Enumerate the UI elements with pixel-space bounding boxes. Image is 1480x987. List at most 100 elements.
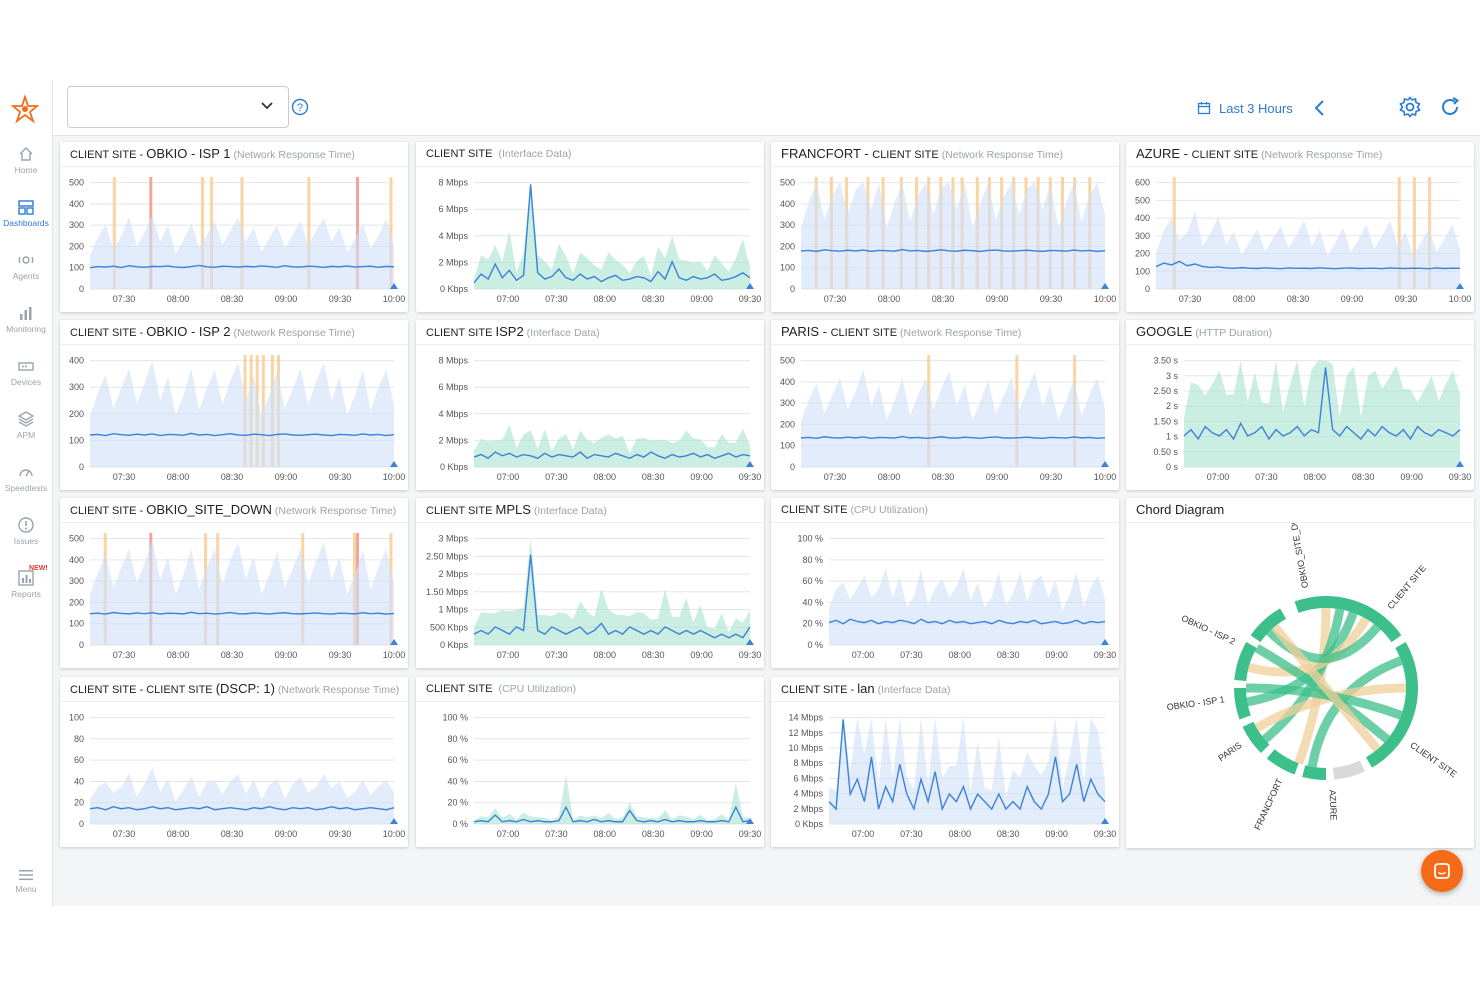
panel-title: AZURE - CLIENT SITE (Network Response Tim… bbox=[1126, 142, 1474, 167]
y-tick-label: 300 bbox=[69, 220, 84, 230]
chord-group-arc bbox=[1234, 642, 1257, 682]
chart-plot[interactable]: 0 100 200 300 400 500 07:30 08:00 08:30 09:00 09:3… bbox=[60, 167, 408, 311]
series-line bbox=[800, 435, 1106, 440]
chord-label: OBKIO - ISP 2 bbox=[1180, 613, 1237, 647]
chart-plot[interactable]: 0 100 200 300 400 07:30 08:00 08:30 09:00 09:30 10… bbox=[60, 345, 408, 489]
dashboard-panel[interactable]: CLIENT SITE (CPU Utilization) 0 % 20 % 40 % 6… bbox=[771, 498, 1119, 668]
y-tick-label: 0 s bbox=[1166, 462, 1179, 472]
chart-plot[interactable]: 0 Kbps 500 Kbps 1 Mbps 1.50 Mbps 2 Mbps 2.50 … bbox=[416, 523, 764, 667]
alert-band bbox=[307, 177, 311, 289]
chart-plot[interactable]: 0 % 20 % 40 % 60 % 80 % 100 % 07:00 07:30 08:00 0… bbox=[771, 523, 1119, 667]
y-tick-label: 200 bbox=[69, 241, 84, 251]
panel-title-metric: (Network Response Time) bbox=[233, 327, 355, 339]
dashboard-panel[interactable]: PARIS - CLIENT SITE (Network Response Tim… bbox=[771, 320, 1119, 490]
dashboard-panel[interactable]: Chord Diagram OBKIO_SITE_DOWN CLIENT SITE C… bbox=[1126, 498, 1474, 848]
chart-plot[interactable]: 0 Kbps 2 Mbps 4 Mbps 6 Mbps 8 Mbps 07:00 07:30… bbox=[416, 345, 764, 489]
dashboard-panel[interactable]: CLIENT SITE - OBKIO - ISP 2 (Network Resp… bbox=[60, 320, 408, 490]
sidebar-item-home[interactable]: Home bbox=[0, 145, 52, 195]
x-tick-label: 08:30 bbox=[997, 650, 1020, 660]
chord-group-arc bbox=[1266, 749, 1299, 775]
sidebar-item-apm[interactable]: APM bbox=[0, 410, 52, 460]
x-tick-label: 09:30 bbox=[1395, 294, 1418, 304]
x-tick-label: 08:30 bbox=[932, 472, 955, 482]
sidebar-item-menu[interactable]: Menu bbox=[0, 868, 52, 906]
series-line bbox=[89, 805, 395, 811]
dashboard-panel[interactable]: FRANCFORT - CLIENT SITE (Network Response… bbox=[771, 142, 1119, 312]
x-tick-label: 08:30 bbox=[642, 294, 665, 304]
y-tick-label: 3.50 s bbox=[1153, 356, 1178, 366]
sidebar-item-devices[interactable]: Devices bbox=[0, 357, 52, 407]
y-tick-label: 300 bbox=[1135, 231, 1150, 241]
panel-title-site: CLIENT SITE bbox=[781, 504, 848, 516]
sidebar-item-speedtests[interactable]: Speedtests bbox=[0, 463, 52, 513]
y-tick-label: 8 Mbps bbox=[438, 356, 468, 366]
dashboard-select[interactable] bbox=[67, 86, 289, 128]
sidebar-item-label: Devices bbox=[10, 377, 42, 387]
y-tick-label: 500 bbox=[780, 178, 795, 188]
agents-icon bbox=[18, 256, 34, 264]
time-range-control[interactable]: Last 3 Hours bbox=[1197, 98, 1327, 118]
chart-plot[interactable]: 0 Kbps 2 Mbps 4 Mbps 6 Mbps 8 Mbps 10 Mbps 12 … bbox=[771, 702, 1119, 846]
dashboard-panel[interactable]: GOOGLE (HTTP Duration) 0 s 0.50 s 1 s 1.50 s 2… bbox=[1126, 320, 1474, 490]
chart-plot[interactable]: 0 100 200 300 400 500 07:30 08:00 08:30 09:00 09:3… bbox=[771, 345, 1119, 489]
y-tick-label: 0 bbox=[790, 462, 795, 472]
time-range-label[interactable]: Last 3 Hours bbox=[1219, 100, 1293, 116]
sidebar-item-monitoring[interactable]: Monitoring bbox=[0, 304, 52, 354]
obkio-logo-icon[interactable] bbox=[10, 94, 40, 124]
dashboard-panel[interactable]: CLIENT SITE ISP2 (Interface Data) 0 Kbps 2 … bbox=[416, 320, 764, 490]
x-tick-label: 07:30 bbox=[900, 829, 923, 839]
y-tick-label: 0.50 s bbox=[1153, 447, 1178, 457]
y-tick-label: 2.50 s bbox=[1153, 386, 1178, 396]
x-tick-label: 07:30 bbox=[113, 472, 136, 482]
panel-title-metric: (Network Response Time) bbox=[900, 327, 1022, 339]
x-tick-label: 08:00 bbox=[167, 829, 190, 839]
y-tick-label: 1 Mbps bbox=[438, 605, 468, 615]
panel-title-target: GOOGLE bbox=[1136, 324, 1193, 339]
y-tick-label: 80 % bbox=[802, 555, 823, 565]
dashboard-panel[interactable]: CLIENT SITE - CLIENT SITE (DSCP: 1) (Netw… bbox=[60, 677, 408, 847]
sidebar-item-reports[interactable]: Reports NEW! bbox=[0, 565, 52, 619]
panel-title-metric: (CPU Utilization) bbox=[850, 504, 929, 516]
sidebar-item-agents[interactable]: Agents bbox=[0, 251, 52, 301]
chord-diagram[interactable]: OBKIO_SITE_DOWN CLIENT SITE CLIENT SITE AZU… bbox=[1126, 523, 1474, 847]
dashboard-panel[interactable]: CLIENT SITE - lan (Interface Data) 0 Kbps 2… bbox=[771, 677, 1119, 847]
chart-plot[interactable]: 0 20 40 60 80 100 07:30 08:00 08:30 09:00 09:30 10:… bbox=[60, 702, 408, 846]
dashboard-panel[interactable]: CLIENT SITE (Interface Data) 0 Kbps 2 Mbps… bbox=[416, 142, 764, 312]
y-tick-label: 0 Kbps bbox=[795, 819, 824, 829]
x-tick-label: 10:00 bbox=[383, 650, 406, 660]
chevron-left-icon[interactable] bbox=[1313, 99, 1327, 117]
chart-plot[interactable]: 0 100 200 300 400 500 600 07:30 08:00 08:30 09:00 0… bbox=[1126, 167, 1474, 311]
chart-plot[interactable]: 0 Kbps 2 Mbps 4 Mbps 6 Mbps 8 Mbps 07:00 07:30… bbox=[416, 167, 764, 311]
sidebar-item-dashboards[interactable]: Dashboards bbox=[0, 198, 52, 248]
dashboard-panel[interactable]: CLIENT SITE MPLS (Interface Data) 0 Kbps 50… bbox=[416, 498, 764, 668]
y-tick-label: 0 Kbps bbox=[440, 462, 469, 472]
chat-support-button[interactable] bbox=[1421, 850, 1463, 892]
chart-plot[interactable]: 0 % 20 % 40 % 60 % 80 % 100 % 07:00 07:30 08:00 0… bbox=[416, 702, 764, 846]
gear-icon[interactable] bbox=[1399, 96, 1421, 118]
x-tick-label: 09:30 bbox=[1040, 472, 1063, 482]
help-icon[interactable]: ? bbox=[291, 98, 309, 116]
chart-plot[interactable]: 0 100 200 300 400 500 07:30 08:00 08:30 09:00 09:3… bbox=[60, 523, 408, 667]
x-tick-label: 09:00 bbox=[690, 829, 713, 839]
now-marker bbox=[390, 461, 398, 467]
y-tick-label: 60 bbox=[74, 755, 84, 765]
y-tick-label: 1 s bbox=[1166, 432, 1179, 442]
panel-title-target: MPLS bbox=[495, 502, 531, 517]
chord-group-arc bbox=[1302, 765, 1326, 780]
new-badge: NEW! bbox=[29, 565, 48, 572]
series-line bbox=[473, 554, 751, 639]
chart-plot[interactable]: 0 100 200 300 400 500 07:30 08:00 08:30 09:00 09:3… bbox=[771, 167, 1119, 311]
sidebar-item-issues[interactable]: Issues bbox=[0, 516, 52, 566]
dashboard-panel[interactable]: CLIENT SITE (CPU Utilization) 0 % 20 % 40 %… bbox=[416, 677, 764, 847]
series-envelope bbox=[474, 538, 750, 645]
x-tick-label: 09:00 bbox=[1400, 472, 1423, 482]
dashboard-panel[interactable]: CLIENT SITE - OBKIO - ISP 1 (Network Resp… bbox=[60, 142, 408, 312]
chart-plot[interactable]: 0 s 0.50 s 1 s 1.50 s 2 s 2.50 s 3 s 3.50 s 07:0… bbox=[1126, 345, 1474, 489]
y-tick-label: 1.50 s bbox=[1153, 416, 1178, 426]
chord-ribbon bbox=[1247, 616, 1370, 677]
dashboard-panel[interactable]: CLIENT SITE - OBKIO_SITE_DOWN (Network Re… bbox=[60, 498, 408, 668]
x-tick-label: 07:30 bbox=[1255, 472, 1278, 482]
x-tick-label: 07:30 bbox=[545, 650, 568, 660]
refresh-icon[interactable] bbox=[1439, 96, 1461, 118]
dashboard-panel[interactable]: AZURE - CLIENT SITE (Network Response Tim… bbox=[1126, 142, 1474, 312]
